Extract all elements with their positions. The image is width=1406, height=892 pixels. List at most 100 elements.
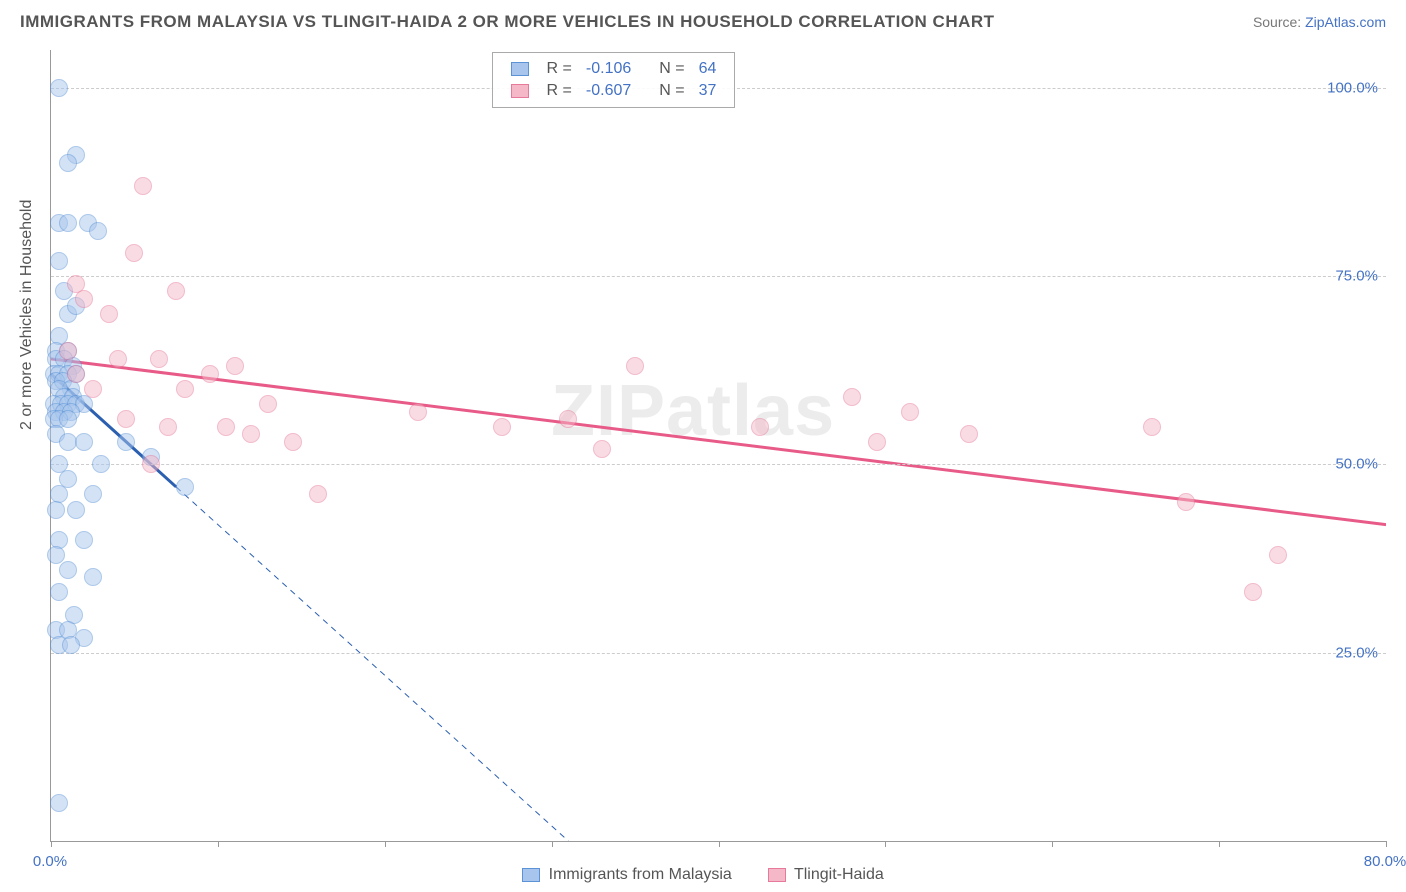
x-tick (1052, 841, 1053, 847)
chart-title: IMMIGRANTS FROM MALAYSIA VS TLINGIT-HAID… (20, 12, 995, 32)
data-point (242, 425, 260, 443)
data-point (1143, 418, 1161, 436)
data-point (309, 485, 327, 503)
legend-swatch (511, 84, 529, 98)
data-point (59, 410, 77, 428)
data-point (59, 433, 77, 451)
data-point (176, 478, 194, 496)
n-label: N = (653, 59, 690, 79)
data-point (59, 561, 77, 579)
data-point (109, 350, 127, 368)
data-point (117, 410, 135, 428)
data-point (150, 350, 168, 368)
data-point (167, 282, 185, 300)
data-point (493, 418, 511, 436)
n-label: N = (653, 81, 690, 101)
x-tick (1219, 841, 1220, 847)
gridline (51, 464, 1386, 465)
data-point (50, 252, 68, 270)
data-point (226, 357, 244, 375)
data-point (100, 305, 118, 323)
y-tick-label: 50.0% (1335, 456, 1378, 473)
data-point (1244, 583, 1262, 601)
chart-header: IMMIGRANTS FROM MALAYSIA VS TLINGIT-HAID… (0, 0, 1406, 42)
data-point (67, 365, 85, 383)
data-point (217, 418, 235, 436)
legend-table: R =-0.106 N =64 R =-0.607 N =37 (503, 57, 725, 103)
x-tick (385, 841, 386, 847)
n-value: 37 (693, 81, 723, 101)
y-tick-label: 25.0% (1335, 644, 1378, 661)
data-point (125, 244, 143, 262)
data-point (117, 433, 135, 451)
legend-label: Immigrants from Malaysia (549, 866, 732, 883)
data-point (843, 388, 861, 406)
data-point (84, 485, 102, 503)
x-tick (1386, 841, 1387, 847)
data-point (67, 501, 85, 519)
legend-swatch (511, 62, 529, 76)
data-point (75, 531, 93, 549)
data-point (47, 501, 65, 519)
legend-swatch (768, 868, 786, 882)
data-point (50, 583, 68, 601)
data-point (901, 403, 919, 421)
x-tick (218, 841, 219, 847)
gridline (51, 653, 1386, 654)
data-point (92, 455, 110, 473)
r-value: -0.607 (580, 81, 637, 101)
x-tick (51, 841, 52, 847)
data-point (59, 214, 77, 232)
data-point (409, 403, 427, 421)
x-tick (885, 841, 886, 847)
data-point (142, 455, 160, 473)
correlation-legend: R =-0.106 N =64 R =-0.607 N =37 (492, 52, 736, 108)
data-point (75, 290, 93, 308)
x-tick-label: 80.0% (1364, 853, 1406, 870)
n-value: 64 (693, 59, 723, 79)
y-tick-label: 100.0% (1327, 79, 1378, 96)
x-tick (719, 841, 720, 847)
data-point (868, 433, 886, 451)
data-point (62, 636, 80, 654)
data-point (159, 418, 177, 436)
bottom-legend: Immigrants from Malaysia Tlingit-Haida (0, 866, 1406, 884)
x-tick (552, 841, 553, 847)
data-point (50, 794, 68, 812)
source-prefix: Source: (1253, 14, 1305, 30)
legend-swatch (522, 868, 540, 882)
watermark: ZIPatlas (551, 370, 835, 452)
data-point (84, 568, 102, 586)
source-attribution: Source: ZipAtlas.com (1253, 14, 1386, 30)
data-point (593, 440, 611, 458)
x-tick-label: 0.0% (33, 853, 67, 870)
data-point (201, 365, 219, 383)
data-point (259, 395, 277, 413)
data-point (84, 380, 102, 398)
r-label: R = (541, 59, 578, 79)
y-tick-label: 75.0% (1335, 268, 1378, 285)
data-point (626, 357, 644, 375)
data-point (284, 433, 302, 451)
trend-lines (51, 50, 1386, 841)
chart-area: ZIPatlas 25.0% 50.0% 75.0% 100.0% R =-0.106 N… (50, 50, 1386, 842)
legend-item: Tlingit-Haida (768, 866, 884, 883)
data-point (176, 380, 194, 398)
gridline (51, 276, 1386, 277)
r-label: R = (541, 81, 578, 101)
legend-item: Immigrants from Malaysia (522, 866, 732, 883)
data-point (1269, 546, 1287, 564)
plot-region: ZIPatlas 25.0% 50.0% 75.0% 100.0% R =-0.106 N… (50, 50, 1386, 842)
legend-label: Tlingit-Haida (794, 866, 884, 883)
data-point (75, 433, 93, 451)
data-point (134, 177, 152, 195)
data-point (59, 342, 77, 360)
data-point (751, 418, 769, 436)
y-axis-title: 2 or more Vehicles in Household (18, 200, 36, 430)
source-link[interactable]: ZipAtlas.com (1305, 14, 1386, 30)
data-point (50, 79, 68, 97)
data-point (1177, 493, 1195, 511)
r-value: -0.106 (580, 59, 637, 79)
data-point (89, 222, 107, 240)
data-point (559, 410, 577, 428)
